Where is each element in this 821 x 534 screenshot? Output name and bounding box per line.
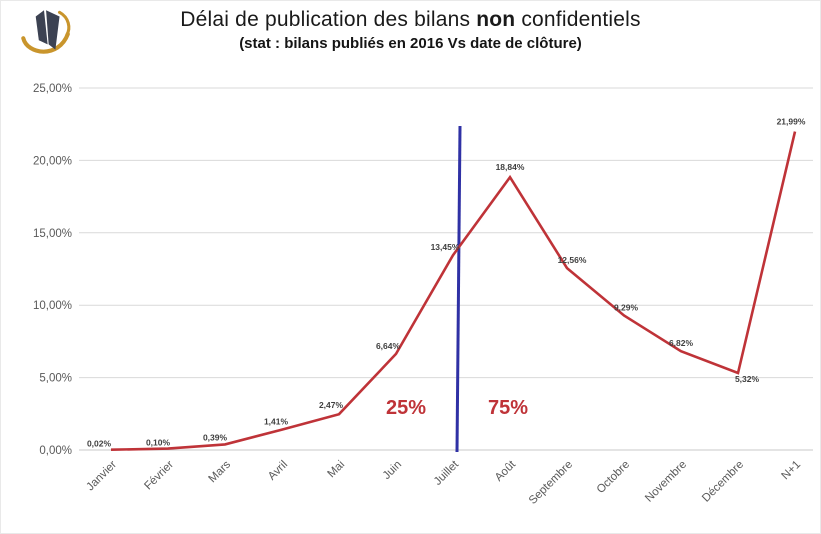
y-axis-tick-label: 10,00%	[33, 300, 72, 312]
x-axis-tick-label: Juillet	[432, 458, 462, 488]
x-axis-tick-label: Avril	[266, 459, 290, 483]
chart-title: Délai de publication des bilans non conf…	[1, 8, 820, 32]
logo-swoosh-top	[57, 10, 71, 37]
x-axis-tick-label: Mai	[326, 459, 348, 481]
x-axis-tick-label: Janvier	[84, 459, 119, 494]
x-axis-tick-label: Mars	[207, 458, 234, 485]
data-point-label: 6,82%	[669, 338, 694, 348]
chart-title-post: confidentiels	[515, 8, 641, 31]
chart-title-bold: non	[476, 8, 516, 31]
data-point-label: 12,56%	[558, 255, 587, 265]
y-axis-tick-label: 0,00%	[39, 445, 72, 457]
data-point-label: 0,02%	[87, 439, 112, 449]
data-point-label: 18,84%	[496, 162, 525, 172]
y-axis-tick-label: 5,00%	[39, 373, 72, 385]
annotation-left: 25%	[386, 397, 426, 419]
x-axis-tick-label: Novembre	[643, 459, 689, 505]
x-axis-tick-label: Décembre	[700, 459, 746, 505]
data-series-line	[110, 131, 797, 451]
data-point-label: 13,45%	[431, 242, 460, 252]
data-point-label: 9,29%	[614, 302, 639, 312]
logo-swoosh-bottom	[21, 31, 70, 54]
y-axis-tick-label: 15,00%	[33, 228, 72, 240]
company-logo	[21, 10, 71, 54]
logo-shield-left	[35, 10, 48, 45]
chart-title-pre: Délai de publication des bilans	[180, 8, 477, 31]
x-axis-tick-label: Août	[493, 458, 519, 484]
x-axis-tick-label: Septembre	[527, 459, 575, 507]
data-point-label: 0,39%	[203, 432, 228, 442]
data-point-label: 0,10%	[146, 438, 171, 448]
y-axis-tick-label: 25,00%	[33, 83, 72, 95]
data-point-label: 1,41%	[264, 417, 289, 427]
data-point-label: 5,32%	[735, 374, 760, 384]
chart-subtitle: (stat : bilans publiés en 2016 Vs date d…	[239, 35, 582, 52]
annotation-right: 75%	[488, 397, 528, 419]
divider-line	[455, 125, 462, 453]
data-point-label: 2,47%	[319, 400, 344, 410]
x-axis-tick-label: Juin	[381, 459, 404, 482]
logo-shield-right	[46, 10, 60, 50]
x-axis-tick-label: Février	[142, 459, 176, 493]
chart-header: Délai de publication des bilans non conf…	[1, 8, 820, 52]
data-point-label: 21,99%	[777, 117, 806, 127]
x-axis-tick-label: Octobre	[595, 459, 632, 496]
x-axis-tick-label: N+1	[779, 459, 803, 483]
data-point-label: 6,64%	[376, 341, 401, 351]
y-axis-tick-label: 20,00%	[33, 155, 72, 167]
